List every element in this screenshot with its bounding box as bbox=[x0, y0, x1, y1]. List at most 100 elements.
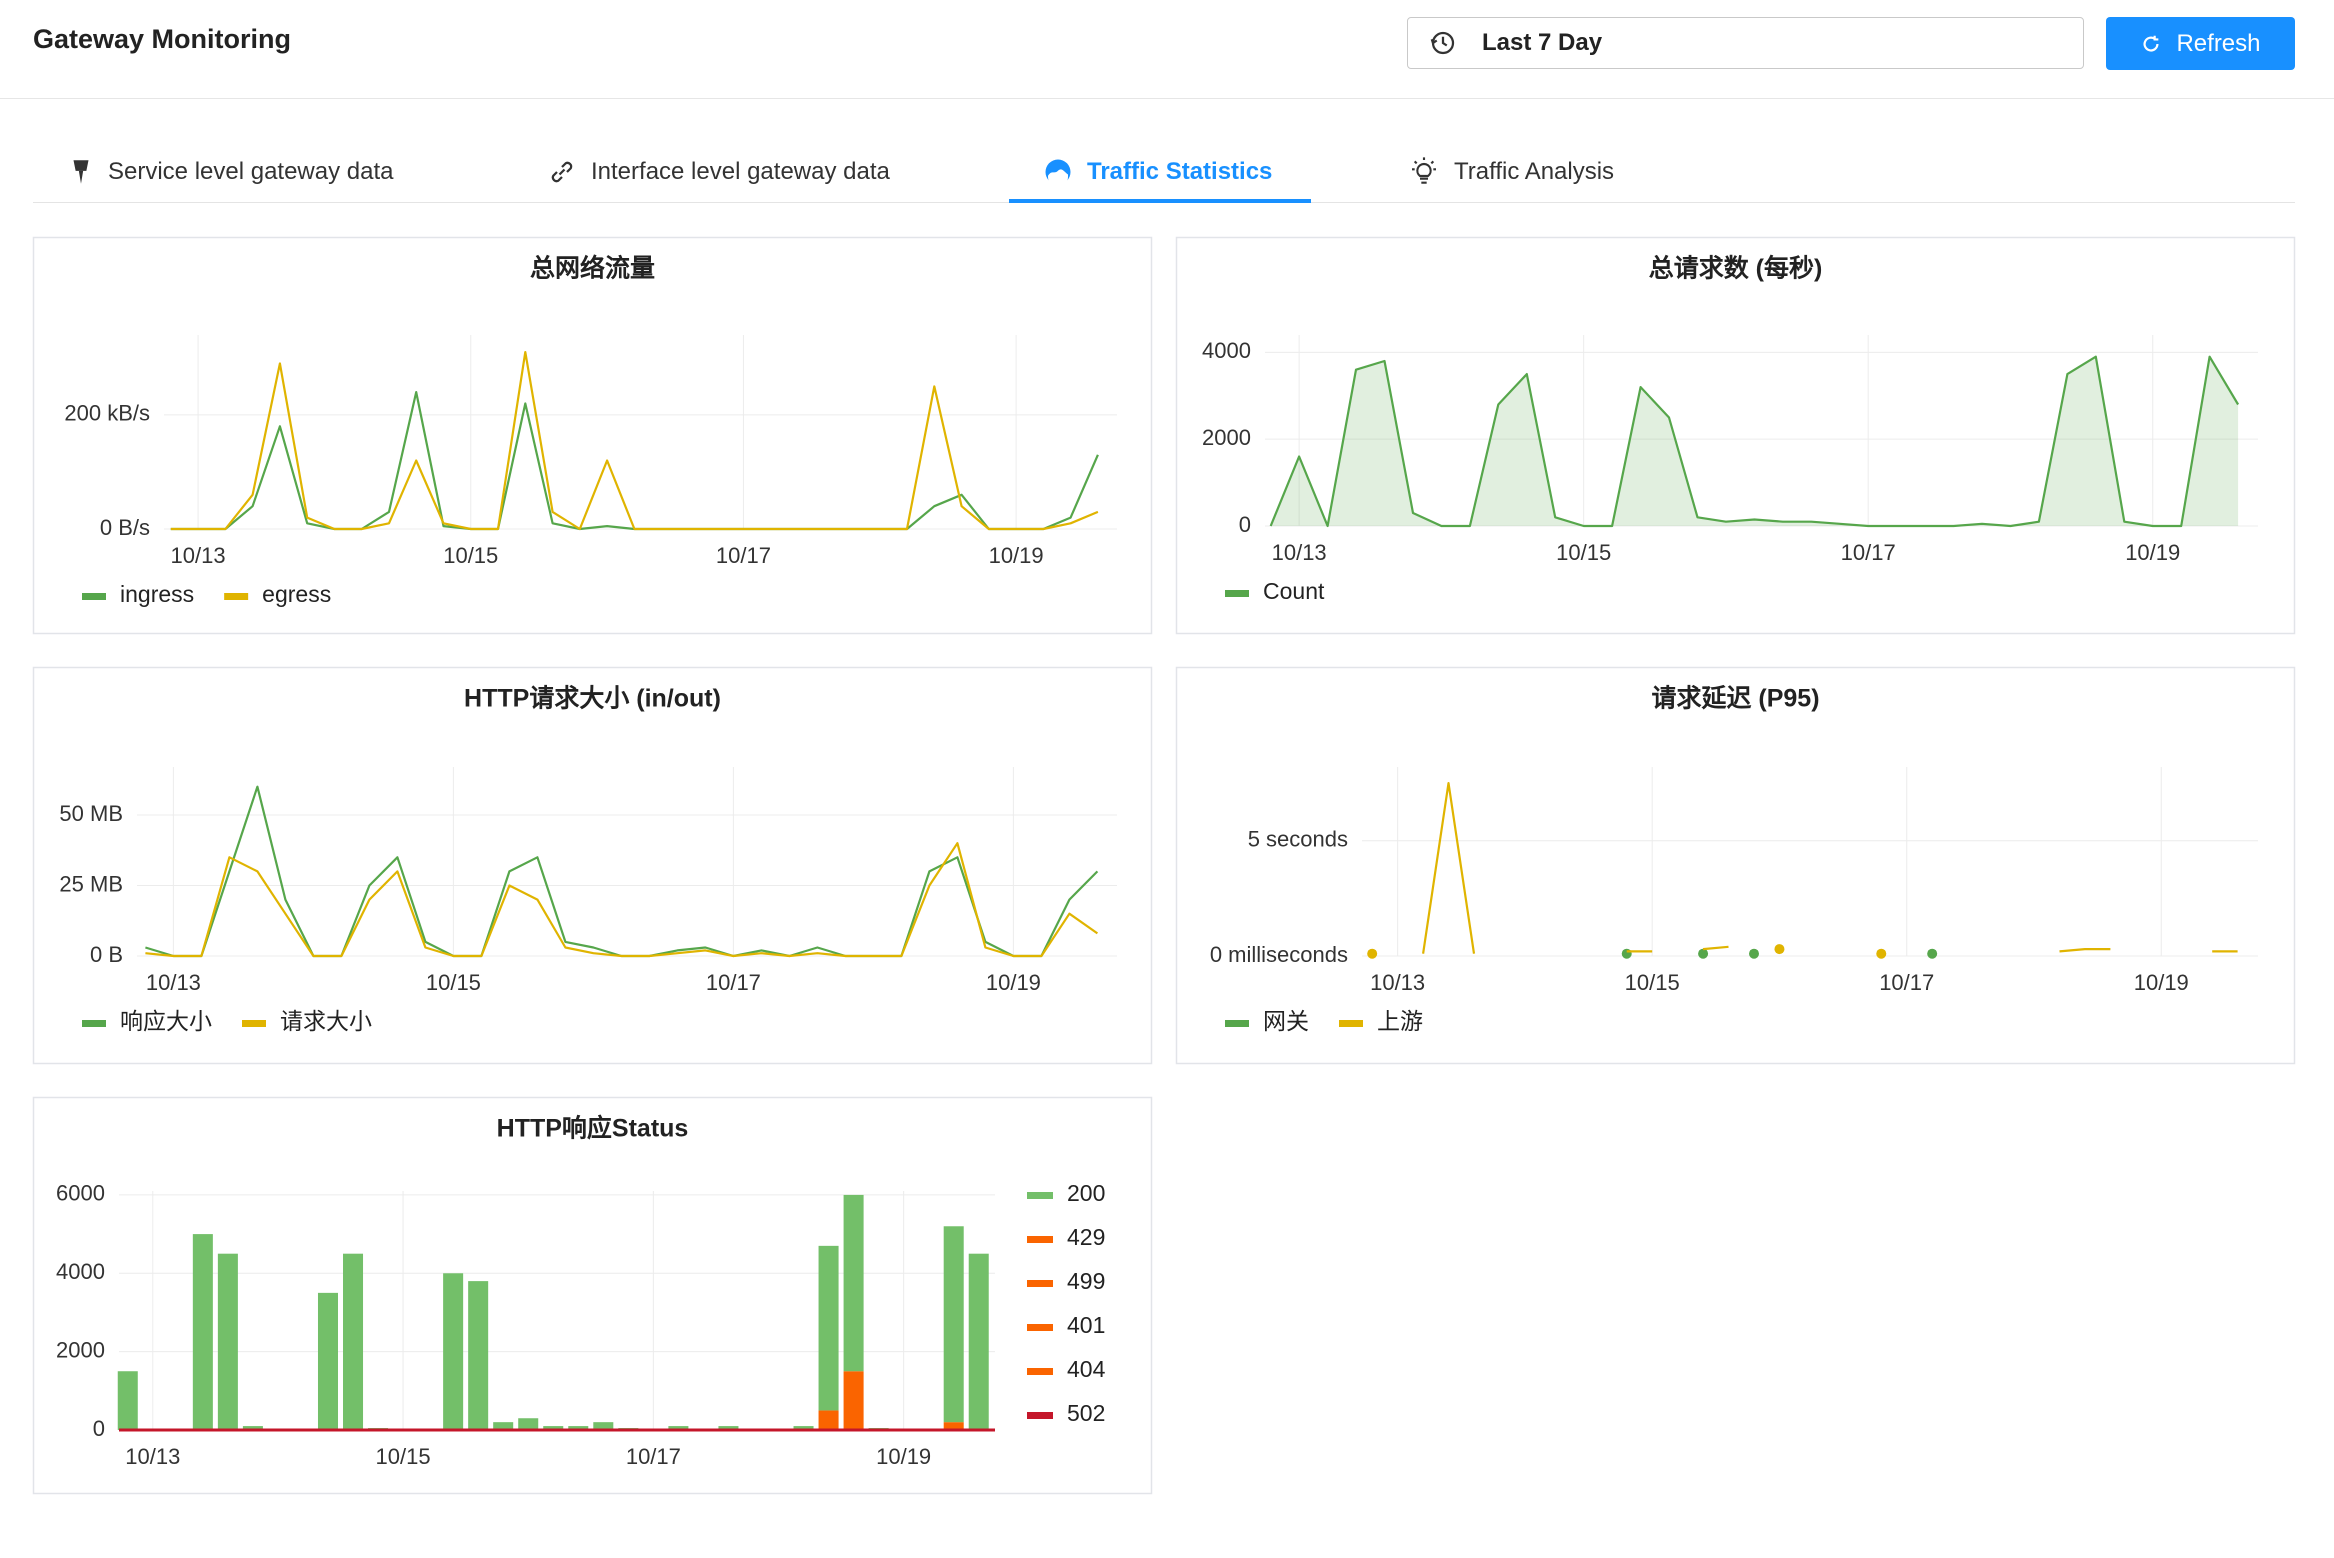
bar bbox=[343, 1253, 364, 1430]
series-line bbox=[2059, 948, 2111, 953]
data-point bbox=[1698, 948, 1709, 959]
legend-label: 上游 bbox=[1377, 1008, 1423, 1034]
legend-label: ingress bbox=[120, 581, 194, 607]
page-title: Gateway Monitoring bbox=[33, 24, 292, 54]
x-tick-label: 10/17 bbox=[1879, 970, 1934, 995]
x-tick-label: 10/17 bbox=[716, 543, 771, 568]
y-tick-label: 4000 bbox=[1202, 338, 1251, 363]
panel-title: 请求延迟 (P95) bbox=[1651, 685, 1819, 713]
bar bbox=[968, 1253, 989, 1430]
legend-label: 502 bbox=[1067, 1400, 1105, 1426]
refresh-button[interactable]: Refresh bbox=[2106, 17, 2295, 70]
tab-icon bbox=[1412, 157, 1436, 184]
legend-swatch bbox=[82, 1020, 106, 1027]
legend-swatch bbox=[224, 593, 249, 600]
legend-swatch bbox=[1027, 1280, 1053, 1287]
bar bbox=[593, 1422, 614, 1430]
x-tick-label: 10/13 bbox=[146, 970, 201, 995]
refresh-label: Refresh bbox=[2176, 29, 2261, 57]
tab[interactable]: Traffic Statistics bbox=[1043, 154, 1272, 190]
data-point bbox=[1876, 948, 1887, 959]
x-tick-label: 10/19 bbox=[986, 970, 1041, 995]
x-tick-label: 10/17 bbox=[626, 1444, 681, 1469]
panel: 总网络流量 0 B/s 200 kB/s 10/13 10/15 10/17 10/19 in… bbox=[32, 236, 1153, 635]
legend-label: 响应大小 bbox=[120, 1008, 212, 1034]
x-tick-label: 10/13 bbox=[125, 1444, 180, 1469]
legend-swatch bbox=[1027, 1368, 1053, 1375]
y-tick-label: 2000 bbox=[1202, 425, 1251, 450]
x-tick-label: 10/19 bbox=[989, 543, 1044, 568]
legend-swatch bbox=[1339, 1020, 1363, 1027]
time-range-picker[interactable]: Last 7 Day bbox=[1407, 17, 2084, 69]
legend-label: 401 bbox=[1067, 1312, 1105, 1338]
panel: 总请求数 (每秒) 0 2000 4000 10/13 10/15 10/17 10/19 Co… bbox=[1175, 236, 2296, 635]
tab-label: Traffic Statistics bbox=[1087, 158, 1273, 185]
bar bbox=[843, 1194, 864, 1372]
y-tick-label: 0 B/s bbox=[100, 515, 150, 540]
y-tick-label: 5 seconds bbox=[1248, 827, 1348, 852]
bar bbox=[242, 1426, 263, 1430]
bar bbox=[668, 1426, 689, 1430]
y-tick-label: 0 bbox=[1239, 512, 1251, 537]
legend-swatch bbox=[242, 1020, 266, 1027]
bar bbox=[192, 1234, 213, 1430]
bar bbox=[818, 1245, 839, 1411]
header-divider bbox=[0, 98, 2334, 99]
bar bbox=[217, 1253, 238, 1430]
legend-swatch bbox=[1225, 1020, 1249, 1027]
panel: HTTP响应Status 0 2000 4000 6000 10/13 10/15 10/17… bbox=[32, 1096, 1153, 1495]
legend-swatch bbox=[1027, 1236, 1053, 1243]
legend-swatch bbox=[1027, 1412, 1053, 1419]
tab[interactable]: Service level gateway data bbox=[68, 154, 394, 190]
x-tick-label: 10/15 bbox=[376, 1444, 431, 1469]
y-tick-label: 0 bbox=[93, 1416, 105, 1441]
data-point bbox=[1749, 948, 1759, 959]
x-tick-label: 10/15 bbox=[426, 970, 481, 995]
legend-label: 请求大小 bbox=[280, 1008, 372, 1034]
tab-icon bbox=[73, 160, 89, 184]
bar bbox=[468, 1281, 489, 1430]
panel-frame bbox=[32, 236, 1153, 635]
series-area bbox=[1270, 356, 2239, 526]
panel-frame bbox=[1175, 236, 2296, 635]
panel-title: HTTP响应Status bbox=[497, 1114, 689, 1143]
legend-label: 404 bbox=[1067, 1356, 1106, 1382]
x-tick-label: 10/19 bbox=[2125, 540, 2180, 565]
legend-swatch bbox=[1225, 590, 1249, 597]
y-tick-label: 50 MB bbox=[59, 801, 123, 826]
history-icon bbox=[1430, 31, 1455, 55]
x-tick-label: 10/17 bbox=[706, 970, 761, 995]
bar bbox=[518, 1418, 539, 1430]
panel-title: 总网络流量 bbox=[530, 254, 655, 283]
y-tick-label: 25 MB bbox=[59, 871, 123, 896]
legend-swatch bbox=[82, 593, 106, 600]
bar bbox=[493, 1422, 514, 1430]
y-tick-label: 6000 bbox=[56, 1181, 105, 1206]
x-tick-label: 10/15 bbox=[1625, 970, 1680, 995]
tab-label: Interface level gateway data bbox=[591, 158, 890, 185]
bar bbox=[943, 1422, 964, 1430]
panel: HTTP请求大小 (in/out) 0 B 25 MB 50 MB 10/13 10/15… bbox=[32, 666, 1153, 1065]
tab[interactable]: Interface level gateway data bbox=[547, 154, 890, 190]
legend-label: 429 bbox=[1067, 1224, 1105, 1250]
x-tick-label: 10/13 bbox=[1272, 540, 1327, 565]
x-tick-label: 10/19 bbox=[2134, 970, 2189, 995]
legend-swatch bbox=[1027, 1192, 1053, 1199]
bar bbox=[818, 1410, 839, 1430]
x-tick-label: 10/19 bbox=[876, 1444, 931, 1469]
bar bbox=[317, 1292, 338, 1430]
data-point bbox=[1774, 944, 1785, 955]
tab-icon bbox=[551, 161, 573, 183]
tab[interactable]: Traffic Analysis bbox=[1408, 154, 1614, 190]
bar bbox=[843, 1371, 864, 1430]
x-tick-label: 10/15 bbox=[443, 543, 498, 568]
bar bbox=[117, 1371, 138, 1430]
data-point bbox=[1927, 948, 1938, 959]
y-tick-label: 0 B bbox=[90, 942, 123, 967]
y-tick-label: 200 kB/s bbox=[64, 401, 150, 426]
legend-swatch bbox=[1027, 1324, 1053, 1331]
tab-icon bbox=[1045, 159, 1071, 187]
panel-frame bbox=[1175, 666, 2296, 1065]
bar bbox=[443, 1273, 464, 1430]
active-tab-indicator bbox=[1009, 199, 1311, 203]
